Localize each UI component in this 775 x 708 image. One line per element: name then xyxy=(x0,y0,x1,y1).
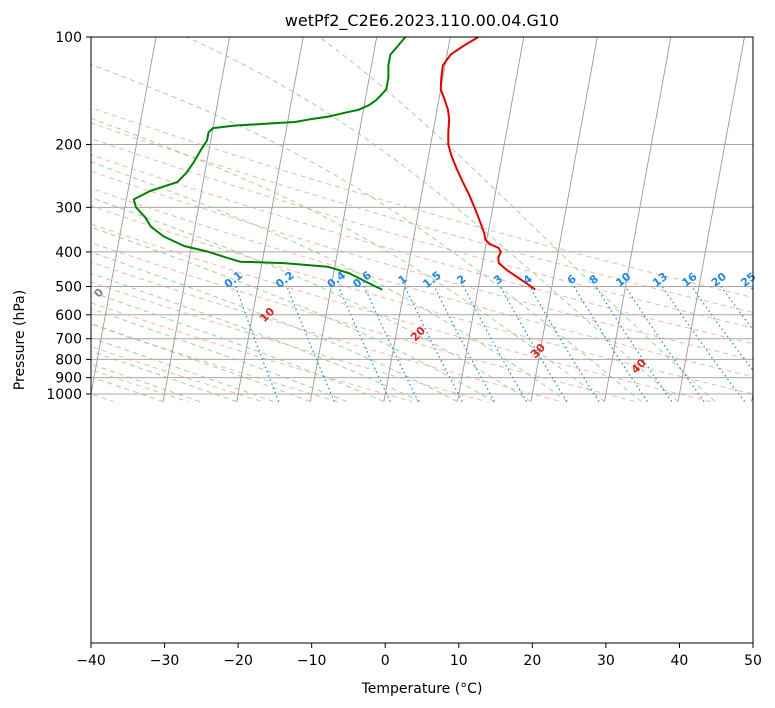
y-tick-label: 300 xyxy=(55,200,82,216)
y-tick-label: 200 xyxy=(55,137,82,153)
dry-adiabat-line xyxy=(91,187,753,378)
moist-adiabat-line xyxy=(186,37,679,402)
isotherm-line xyxy=(236,37,304,402)
isotherm-line xyxy=(383,37,451,402)
y-tick-label: 800 xyxy=(55,352,82,368)
dry-adiabat-line xyxy=(91,205,753,395)
x-axis-ticks: −40 −30 −20 −10 0 10 20 30 40 50 xyxy=(76,643,762,669)
y-tick-label: 900 xyxy=(55,371,82,387)
isotherm-line xyxy=(162,37,230,402)
dry-adiabat-line xyxy=(91,107,753,299)
dry-adiabat-line xyxy=(91,281,487,403)
x-tick-label: 0 xyxy=(381,653,390,669)
moist-adiabat-line xyxy=(91,323,311,403)
x-tick-label: −40 xyxy=(76,653,106,669)
moist-adiabat-line xyxy=(91,251,458,403)
mixing-ratio-line xyxy=(235,286,280,402)
y-tick-label: 500 xyxy=(55,280,82,296)
moist-adiabat-line xyxy=(91,337,274,403)
profile-lines xyxy=(132,37,536,291)
mixing-ratio-lines xyxy=(235,286,753,402)
moist-adiabat-line xyxy=(91,363,201,403)
moist-adiabat-lines xyxy=(91,37,716,403)
moist-adiabat-line xyxy=(319,37,716,402)
y-tick-label: 100 xyxy=(55,30,82,46)
x-tick-label: 50 xyxy=(744,653,762,669)
x-tick-label: −10 xyxy=(297,653,327,669)
mixing-ratio-line xyxy=(624,286,705,402)
x-tick-label: −20 xyxy=(223,653,253,669)
plot-area xyxy=(91,37,753,643)
mixing-ratio-line xyxy=(720,286,753,331)
dry-adiabat-line xyxy=(91,223,711,403)
y-tick-label: 1000 xyxy=(46,387,82,403)
x-tick-label: 20 xyxy=(523,653,541,669)
plot-frame xyxy=(90,36,754,644)
x-tick-label: −30 xyxy=(150,653,180,669)
dewpoint-profile-line xyxy=(132,37,407,291)
moist-adiabat-line xyxy=(91,161,569,402)
isotherm-line xyxy=(604,37,672,402)
moist-adiabat-line xyxy=(91,196,532,403)
y-axis-label: Pressure (hPa) xyxy=(12,290,28,390)
x-tick-label: 40 xyxy=(671,653,689,669)
mixing-ratio-line xyxy=(463,286,528,402)
dry-adiabat-line xyxy=(91,154,753,345)
temperature-profile-line xyxy=(439,37,536,291)
isotherm-line xyxy=(456,37,525,402)
moist-adiabat-line xyxy=(91,63,642,402)
mixing-ratio-line xyxy=(691,286,753,372)
x-axis-label: Temperature (°C) xyxy=(361,681,483,697)
x-tick-label: 30 xyxy=(597,653,615,669)
x-tick-label: 10 xyxy=(450,653,468,669)
dry-adiabat-line xyxy=(91,170,753,361)
mixing-ratio-line xyxy=(529,286,600,402)
dry-adiabat-line xyxy=(91,122,753,314)
mixing-ratio-line xyxy=(661,286,746,402)
y-tick-label: 600 xyxy=(55,308,82,324)
isotherm-line xyxy=(677,37,745,402)
mixing-ratio-line xyxy=(404,286,463,402)
chart-title: wetPf2_C2E6.2023.110.00.04.G10 xyxy=(285,11,559,31)
y-tick-label: 400 xyxy=(55,245,82,261)
y-tick-label: 700 xyxy=(55,332,82,348)
mixing-ratio-line xyxy=(499,286,568,402)
dry-adiabat-line xyxy=(91,242,636,403)
dry-adiabat-line xyxy=(91,346,264,403)
moist-adiabat-line xyxy=(91,226,495,403)
moist-adiabat-line xyxy=(91,291,385,403)
